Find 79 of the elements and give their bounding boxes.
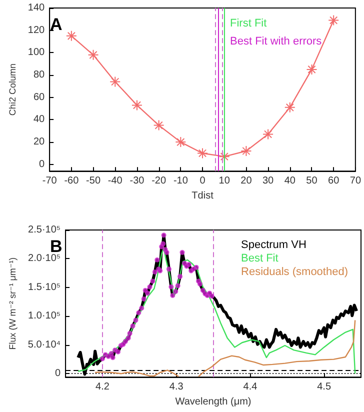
point — [150, 278, 156, 284]
x-tick-label: 10 — [218, 176, 230, 187]
point — [166, 266, 172, 272]
x-tick-label: -70 — [42, 176, 58, 187]
point — [306, 64, 317, 74]
y-tick-label: 2.5·10⁵ — [28, 224, 61, 236]
point — [116, 349, 120, 354]
point — [170, 293, 176, 298]
text: Spectrum VH — [241, 239, 306, 251]
x-tick-label: 30 — [262, 176, 274, 187]
y-tick-label: 2.0·10⁵ — [28, 253, 61, 264]
point — [108, 351, 114, 356]
y-axis-title: Chi2 Column — [8, 64, 18, 116]
y-axis-title: Flux (W m⁻² sr⁻¹ μm⁻¹) — [8, 257, 18, 350]
y-tick-label: 0 — [39, 158, 46, 170]
point — [194, 264, 199, 270]
point — [154, 120, 164, 130]
point — [145, 290, 150, 296]
y-tick-label: 1.0·10⁵ — [28, 310, 61, 322]
point — [110, 355, 116, 360]
x-tick-label: -20 — [152, 176, 166, 187]
x-axis-title: Wavelength (μm) — [175, 396, 252, 408]
y-tick-label: 100 — [28, 47, 46, 58]
y-tick-label: 120 — [28, 24, 46, 36]
annotation: A — [50, 15, 62, 34]
point — [139, 306, 144, 311]
x-tick-label: 4.5 — [317, 382, 332, 393]
ref-line-label: First Fit — [230, 18, 267, 30]
y-tick-label: 140 — [28, 2, 46, 14]
point — [180, 250, 185, 255]
x-tick-label: 4.2 — [96, 382, 110, 393]
y-tick-label: 1.5·10⁵ — [28, 282, 61, 293]
point — [173, 288, 178, 294]
text: Residuals (smoothed) — [241, 266, 348, 278]
x-tick-label: 0 — [200, 176, 206, 187]
x-tick-label: -30 — [130, 176, 145, 187]
point — [284, 102, 295, 112]
point — [197, 282, 202, 287]
x-tick-label: 70 — [350, 176, 362, 187]
point — [88, 50, 98, 60]
point — [100, 356, 105, 362]
x-tick-label: -60 — [64, 176, 80, 187]
x-tick-label: -10 — [173, 176, 188, 187]
point — [147, 284, 152, 290]
point — [161, 232, 166, 238]
x-tick-label: 4.4 — [243, 382, 258, 393]
x-axis-title: Tdist — [192, 190, 214, 202]
y-tick-label: 5.0·10⁴ — [28, 339, 61, 350]
point — [133, 318, 138, 323]
x-tick-label: 60 — [328, 176, 340, 187]
point — [66, 30, 76, 41]
y-tick-label: 80 — [33, 70, 46, 81]
y-tick-label: 60 — [33, 92, 46, 103]
point — [209, 294, 214, 299]
x-tick-label: -40 — [108, 176, 123, 187]
point — [110, 76, 120, 87]
point — [168, 284, 174, 290]
point — [127, 330, 132, 336]
x-tick-label: -50 — [86, 176, 101, 187]
y-tick-label: 40 — [33, 114, 46, 126]
point — [136, 310, 142, 316]
point — [130, 323, 136, 328]
point — [122, 338, 128, 344]
point — [126, 336, 131, 341]
point — [152, 269, 158, 274]
ref-line-label: Best Fit with errors — [230, 36, 322, 48]
x-tick-label: 50 — [306, 176, 318, 187]
point — [160, 241, 166, 246]
x-tick-label: 20 — [240, 176, 252, 187]
x-tick-label: 4.3 — [169, 382, 184, 393]
point — [178, 274, 183, 280]
point — [175, 283, 180, 288]
point — [141, 296, 146, 302]
y-tick-label: 20 — [33, 136, 46, 148]
y-tick-label: 0 — [54, 368, 61, 380]
point — [164, 250, 170, 255]
x-tick-label: 40 — [284, 176, 296, 187]
text: Best Fit — [241, 252, 278, 264]
point — [154, 257, 160, 262]
